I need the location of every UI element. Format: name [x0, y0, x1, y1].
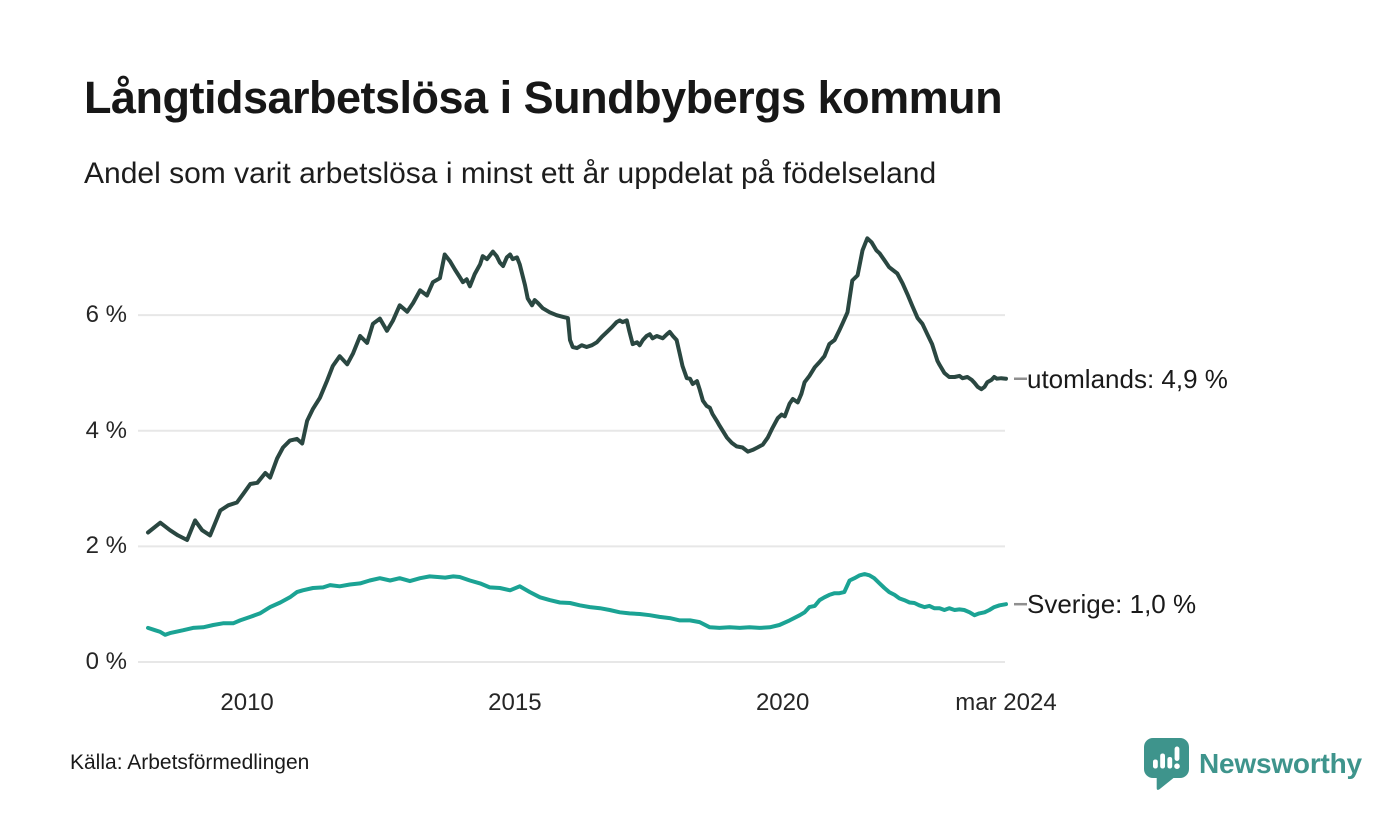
series-end-label-utomlands: utomlands: 4,9 %	[1027, 363, 1228, 394]
newsworthy-bubble-chart-icon	[1144, 738, 1189, 790]
y-axis-tick-label: 2 %	[85, 532, 127, 560]
series-end-label-sverige: Sverige: 1,0 %	[1027, 589, 1197, 620]
y-axis-tick-label: 0 %	[85, 648, 127, 675]
page-title: Långtidsarbetslösa i Sundbybergs kommun	[84, 72, 1003, 123]
y-axis-tick-label: 6 %	[85, 301, 127, 329]
brand-name: Newsworthy	[1199, 748, 1362, 779]
x-axis-tick-label: 2020	[755, 689, 810, 716]
newsworthy-logo: Newsworthy	[1143, 737, 1400, 797]
page-subtitle: Andel som varit arbetslösa i minst ett å…	[84, 157, 937, 190]
series-line-sverige	[146, 572, 1008, 637]
series-line-utomlands	[146, 236, 1008, 542]
x-axis-tick-label: 2010	[220, 689, 274, 716]
x-axis-tick-label: 2015	[488, 689, 542, 716]
source-attribution: Källa: Arbetsförmedlingen	[70, 751, 310, 774]
x-axis-tick-label: mar 2024	[955, 689, 1057, 716]
y-axis-tick-label: 4 %	[85, 416, 127, 444]
